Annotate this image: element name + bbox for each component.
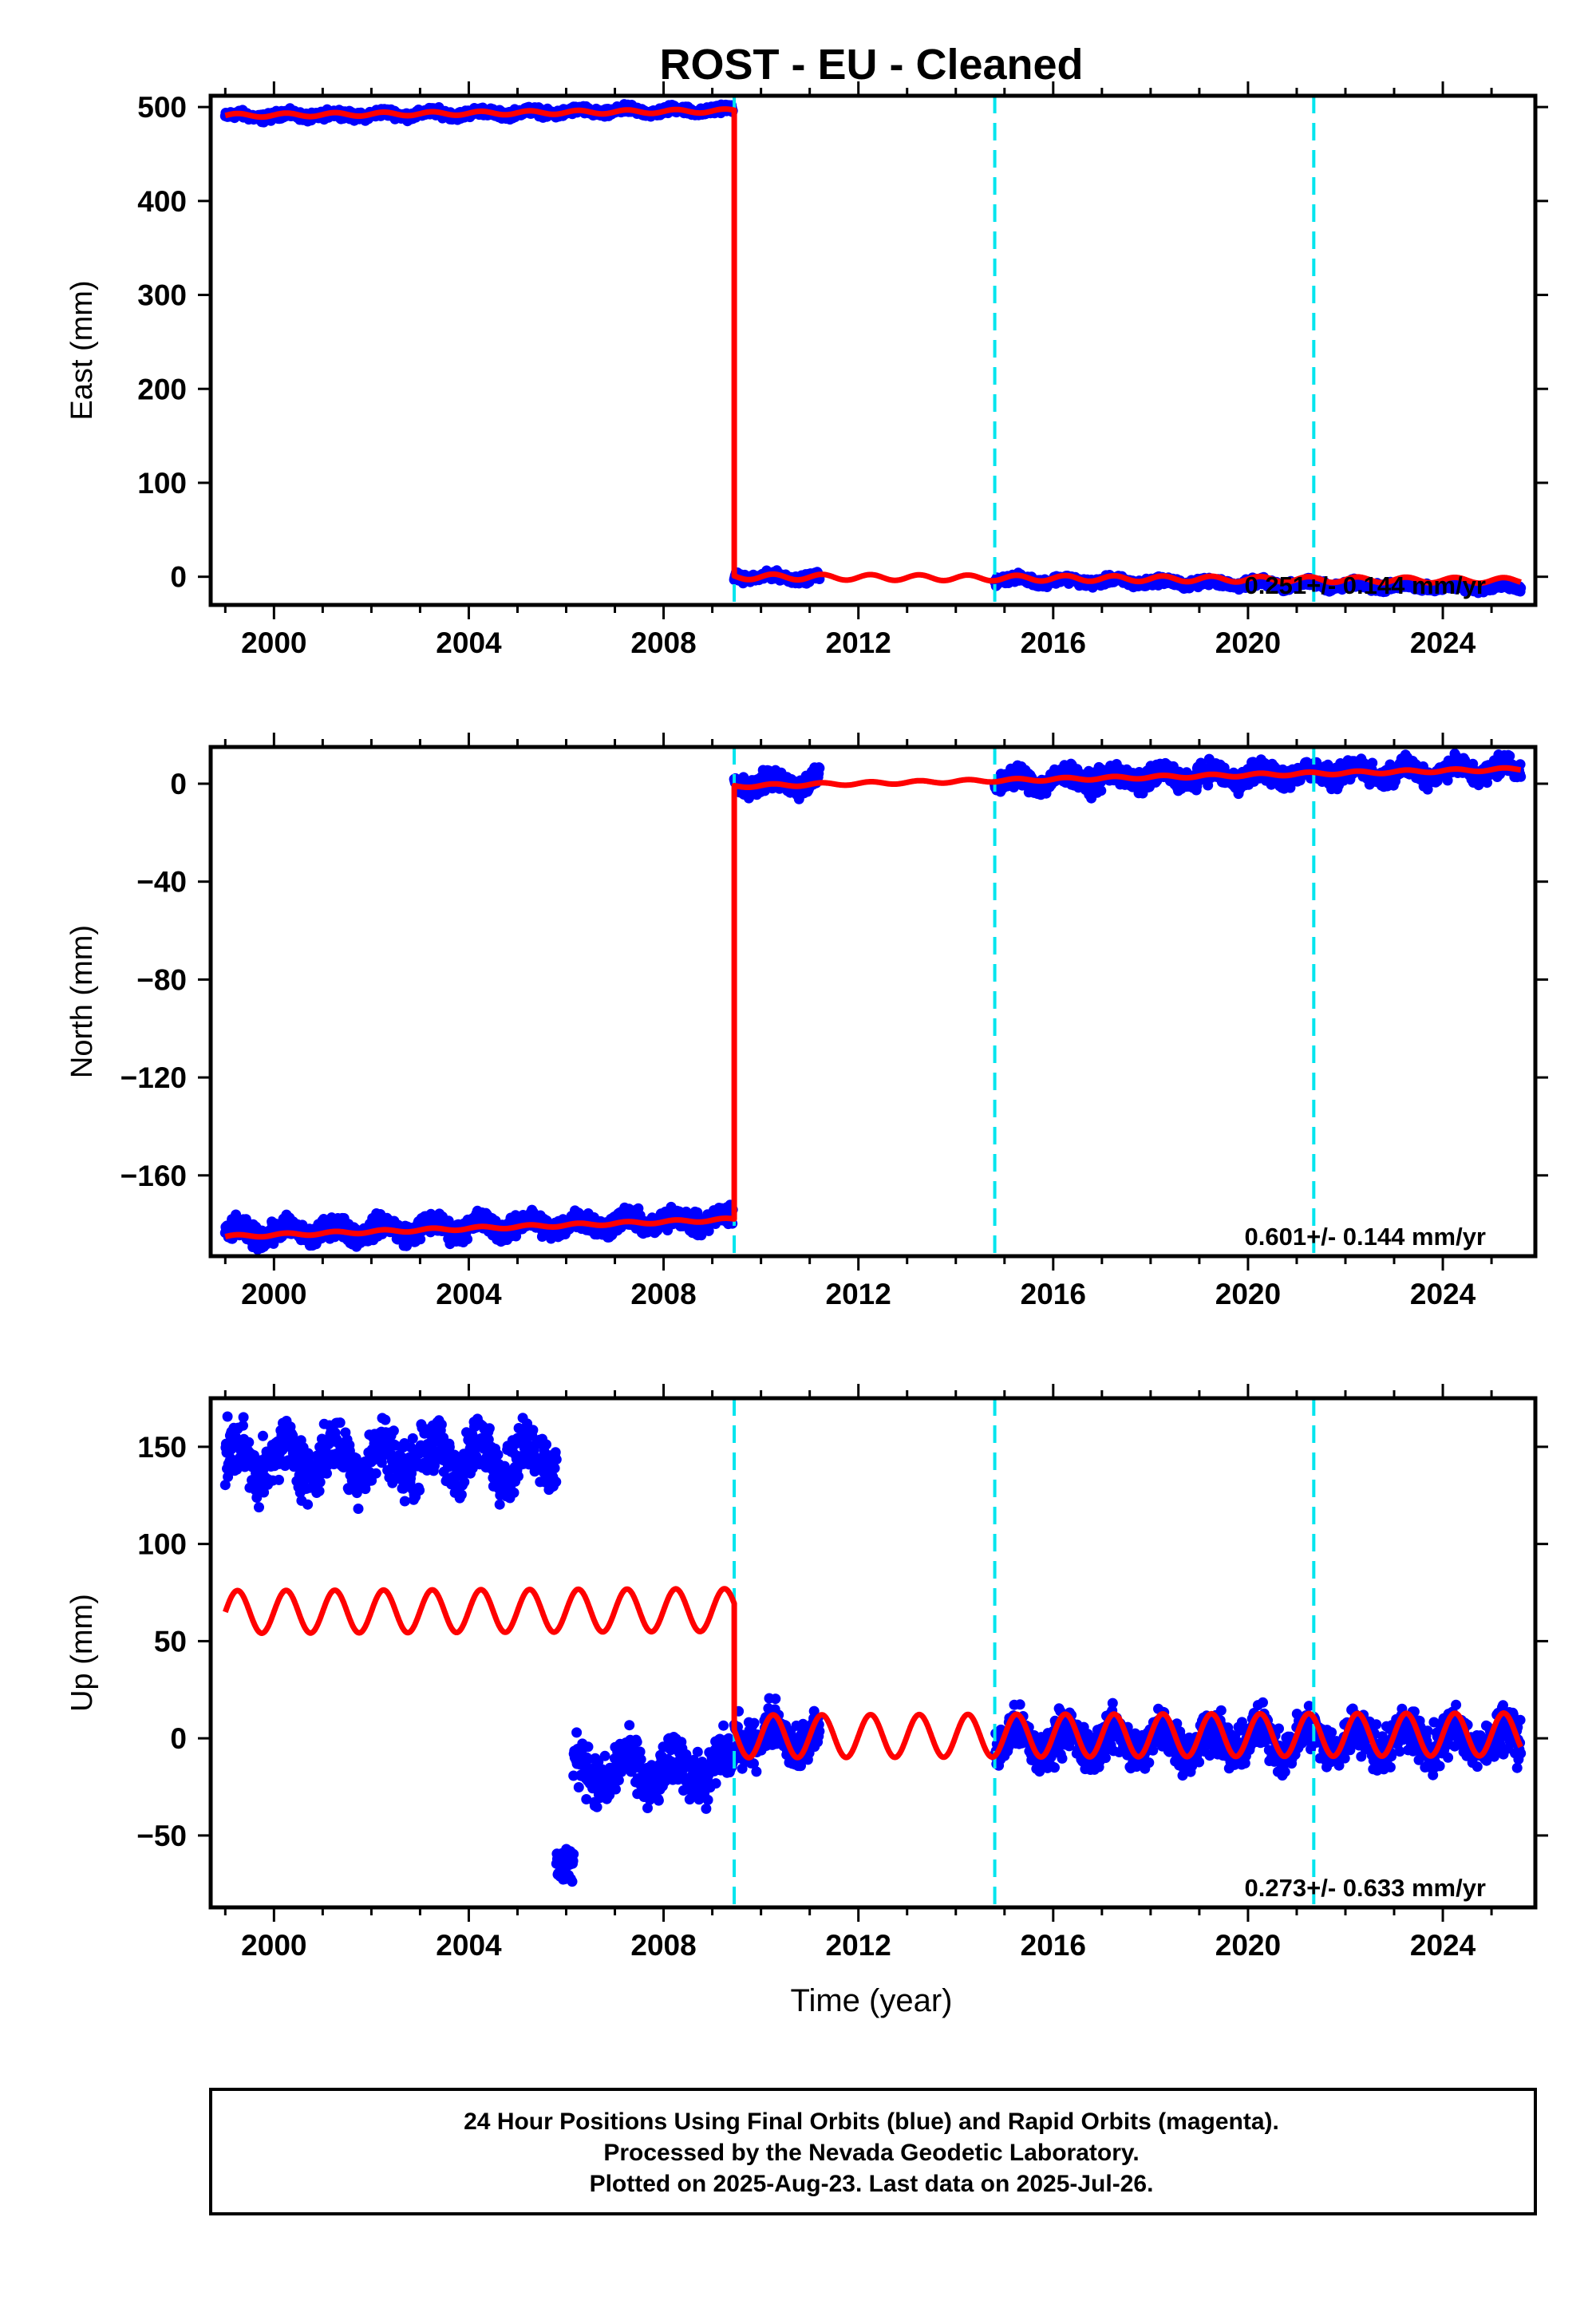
east-y-tick-label: 0: [170, 561, 187, 594]
east-x-tick-label: 2016: [1021, 626, 1086, 659]
figure-title: ROST - EU - Cleaned: [659, 41, 1083, 89]
north-data-point: [462, 1234, 473, 1245]
east-y-axis-label: East (mm): [65, 280, 99, 420]
north-data-point: [814, 763, 825, 773]
east-plot-frame: [208, 93, 1538, 607]
north-data-points: [219, 748, 1527, 1255]
east-x-tick-label: 2008: [630, 626, 696, 659]
east-model-line: [223, 106, 1523, 587]
north-data-point: [1096, 785, 1107, 796]
east-x-tick-label: 2012: [826, 626, 891, 659]
east-x-tick-label: 2004: [436, 626, 502, 659]
north-panel: 2000 2004 2008 2012 2016 2020 20240−40−80−120−…: [65, 733, 1548, 1310]
east-x-tick-label: 2020: [1215, 626, 1281, 659]
east-y-tick-label: 100: [137, 467, 187, 500]
east-x-tick-label: 2000: [241, 626, 306, 659]
east-data-points: [219, 99, 1527, 599]
east-data-point: [1515, 583, 1527, 594]
east-rate-label: 0.251+/- 0.144 mm/yr: [1245, 571, 1486, 599]
east-y-tick-label: 200: [137, 373, 187, 405]
east-panel: 2000 2004 2008 2012 2016 2020 2024 0 100 200 300 40…: [65, 81, 1548, 659]
north-data-point: [1367, 757, 1378, 769]
east-x-tick-label: 2024: [1410, 626, 1476, 659]
east-y-tick-label: 500: [137, 91, 187, 124]
east-y-tick-label: 400: [137, 185, 187, 218]
east-y-tick-label: 300: [137, 279, 187, 312]
